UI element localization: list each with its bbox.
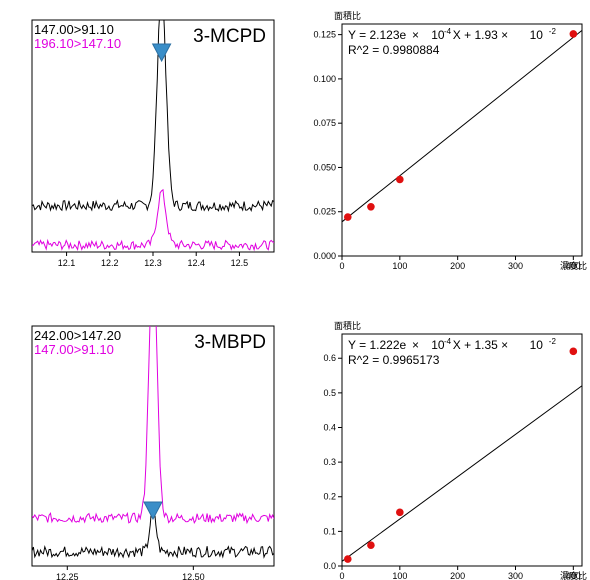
x-tick-label: 12.2 — [101, 258, 119, 268]
x-axis-title: 濃度比 — [560, 260, 587, 272]
data-point — [367, 541, 375, 550]
plot-frame — [31, 19, 275, 253]
y-axis-title: 面積比 — [334, 10, 361, 22]
x-tick-label: 400 — [566, 261, 581, 271]
trace-line — [32, 188, 274, 252]
x-tick-label: 200 — [450, 261, 465, 271]
chromatogram-1: 12.1 12.2 12.3 12.4 12.5 147.00>91.10196.10>1… — [31, 19, 275, 268]
equation-part: × — [412, 28, 419, 42]
y-tick-label: 0.125 — [313, 30, 336, 40]
transition-label: 242.00>147.20 — [34, 328, 121, 343]
equation-part: 10 — [530, 28, 544, 42]
peak-marker-icon — [151, 43, 172, 63]
data-point — [367, 202, 375, 211]
r-squared: R^2 = 0.9965173 — [348, 353, 440, 367]
data-point — [343, 213, 352, 221]
peak-marker-icon — [143, 501, 163, 521]
equation-part: 10 — [530, 338, 544, 352]
y-tick-label: 0.1 — [323, 526, 336, 536]
trace-line — [32, 20, 274, 213]
x-tick-label: 12.5 — [231, 258, 249, 268]
x-axis-title: 濃度比 — [560, 570, 587, 580]
calibration-2: 0.000 0.025 0.050 0.075 0.100 0.125 0 100 200 300… — [313, 10, 587, 272]
y-axis-title: 面積比 — [334, 320, 361, 332]
equation-part: Y = 2.123e — [348, 28, 406, 42]
equation-part: × — [412, 338, 419, 352]
transition-label: 147.00>91.10 — [34, 342, 114, 357]
equation-part: -4 — [444, 337, 452, 346]
y-tick-label: 0.5 — [323, 388, 336, 398]
fit-line — [341, 29, 583, 223]
equation-part: 10 — [431, 28, 445, 42]
trace-line — [32, 326, 274, 525]
data-point — [569, 30, 578, 38]
transition-label: 196.10>147.10 — [34, 36, 121, 51]
plot-frame — [31, 325, 275, 567]
x-tick-label: 300 — [508, 261, 523, 271]
plot-frame — [341, 333, 583, 567]
y-tick-label: 0.025 — [313, 207, 336, 217]
y-tick-label: 0.6 — [323, 353, 336, 363]
equation-part: Y = 1.222e — [348, 338, 406, 352]
x-tick-label: 12.50 — [182, 572, 205, 580]
x-tick-label: 12.1 — [58, 258, 76, 268]
y-tick-label: 0.050 — [313, 162, 336, 172]
transition-label: 147.00>91.10 — [34, 22, 114, 37]
x-tick-label: 200 — [450, 571, 465, 580]
equation-part: -4 — [444, 27, 452, 36]
x-tick-label: 100 — [392, 571, 407, 580]
data-point — [396, 175, 404, 184]
data-point — [396, 508, 404, 517]
y-tick-label: 0.075 — [313, 118, 336, 128]
x-tick-label: 0 — [339, 261, 344, 271]
y-tick-label: 0.100 — [313, 74, 336, 84]
plot-frame — [341, 23, 583, 257]
y-tick-label: 0.2 — [323, 492, 336, 502]
compound-name: 3-MCPD — [193, 26, 266, 47]
data-point — [343, 555, 352, 563]
calibration-4: 0.0 0.1 0.2 0.3 0.4 0.5 0.6 0 100 200 300 400 面積比濃度比… — [323, 320, 587, 580]
x-tick-label: 100 — [392, 261, 407, 271]
equation-part: X + 1.35 × — [453, 338, 508, 352]
x-tick-label: 0 — [339, 571, 344, 580]
y-tick-label: 0.0 — [323, 561, 336, 571]
y-tick-label: 0.4 — [323, 422, 336, 432]
x-tick-label: 400 — [566, 571, 581, 580]
x-tick-label: 12.4 — [187, 258, 205, 268]
x-tick-label: 12.3 — [144, 258, 162, 268]
equation-part: X + 1.93 × — [453, 28, 508, 42]
x-tick-label: 300 — [508, 571, 523, 580]
y-tick-label: 0.3 — [323, 457, 336, 467]
y-tick-label: 0.000 — [313, 251, 336, 261]
equation-part: -2 — [549, 337, 557, 346]
x-tick-label: 12.25 — [56, 572, 79, 580]
r-squared: R^2 = 0.9980884 — [348, 43, 440, 57]
equation-part: -2 — [549, 27, 557, 36]
data-point — [569, 347, 578, 356]
equation-part: 10 — [431, 338, 445, 352]
fit-line — [341, 385, 583, 562]
compound-name: 3-MBPD — [194, 332, 266, 353]
